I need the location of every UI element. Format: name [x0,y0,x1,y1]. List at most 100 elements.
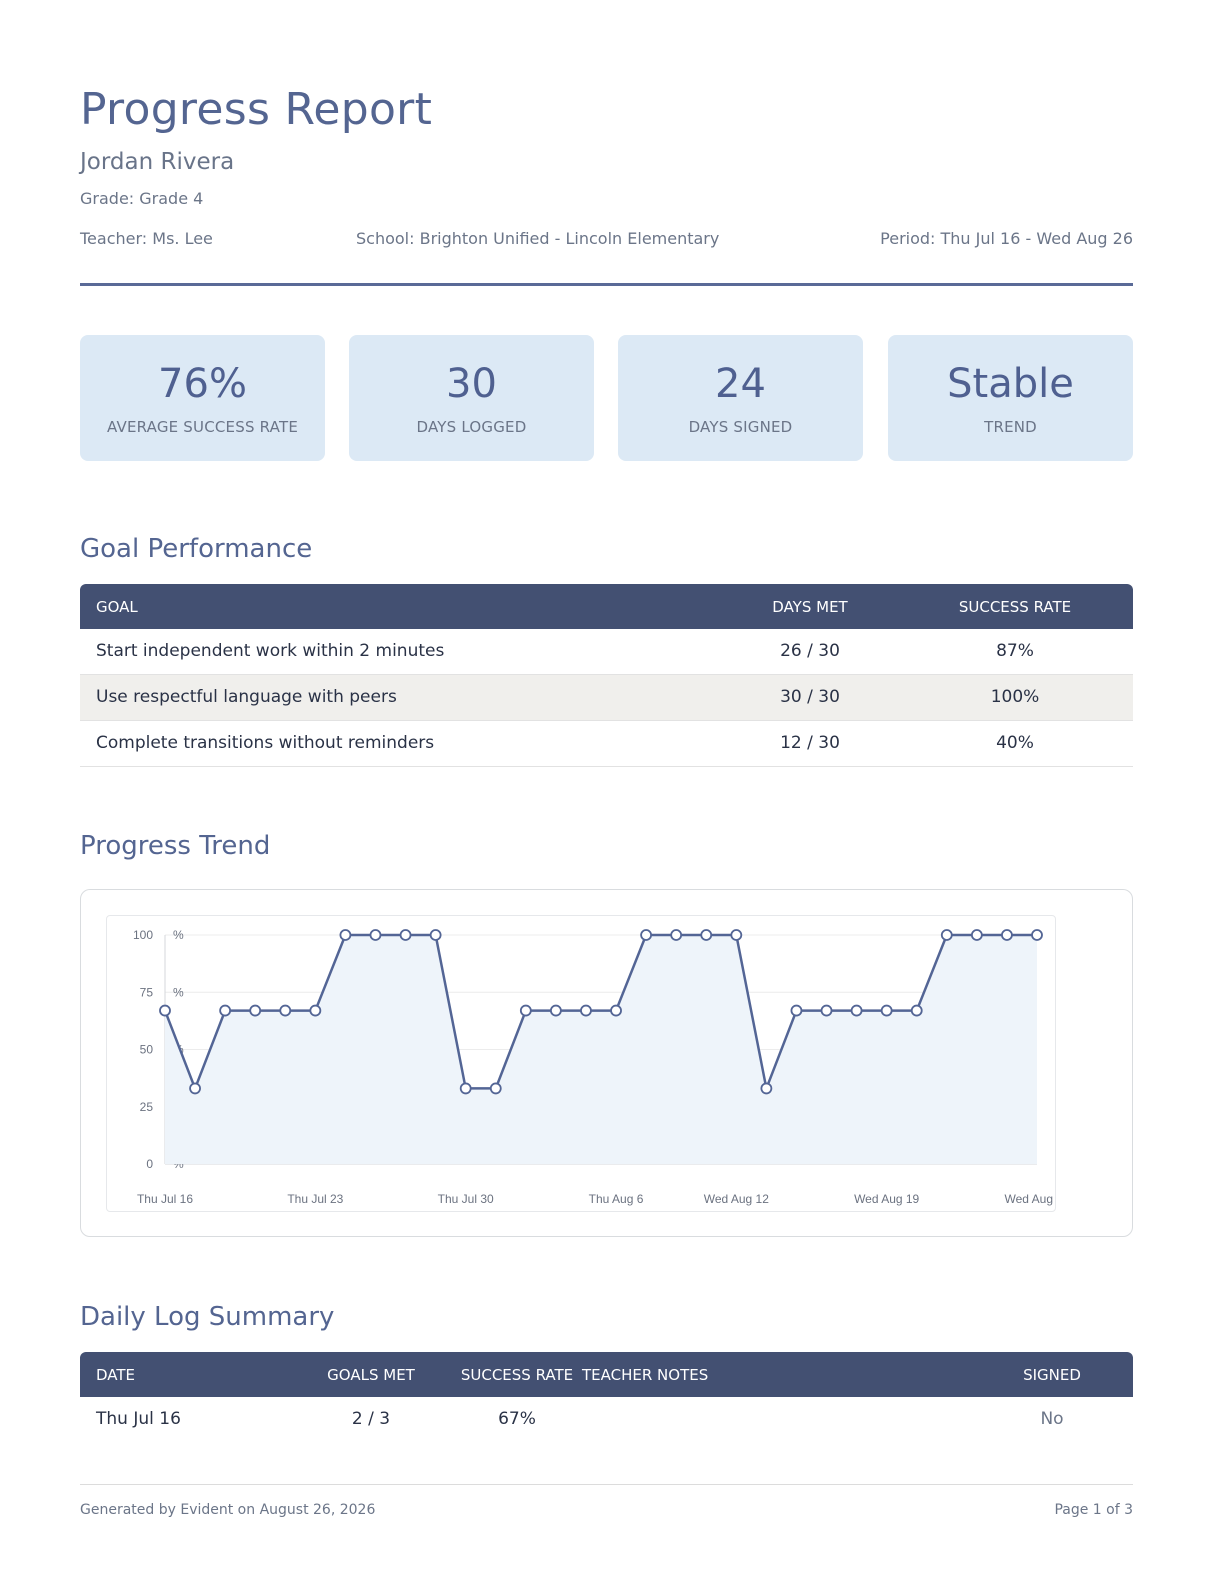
table-header: GOAL DAYS MET SUCCESS RATE [80,584,1133,629]
data-point [700,929,713,941]
goal-cell: Use respectful language with peers [96,687,397,707]
data-point [1031,929,1043,941]
data-point [850,1004,863,1017]
goals-met-cell: 2 / 3 [351,1409,391,1429]
success-rate-cell: 40% [996,733,1034,753]
card-value: 24 [715,361,766,407]
column-header: SIGNED [1023,1366,1081,1384]
data-point [279,1004,292,1017]
days-met-cell: 26 / 30 [780,641,840,661]
signed-cell: No [1040,1409,1064,1429]
column-header: DAYS MET [772,598,848,616]
data-point [249,1004,262,1017]
data-point [880,1004,893,1017]
days-met-cell: 12 / 30 [780,733,840,753]
success-rate-cell: 100% [990,687,1040,707]
summary-card-days-logged: 30 DAYS LOGGED [349,335,594,461]
data-point [429,929,442,941]
card-label: AVERAGE SUCCESS RATE [106,418,298,436]
column-header: GOALS MET [327,1366,415,1384]
data-point [219,1004,232,1017]
date-cell: Thu Jul 16 [96,1409,181,1429]
column-header: TEACHER NOTES [582,1366,709,1384]
x-tick-label: Wed Aug 19 [854,1192,919,1206]
column-header: SUCCESS RATE [460,1366,574,1384]
data-point [369,929,382,941]
data-point [670,929,683,941]
data-point [970,929,983,941]
summary-card-days-signed: 24 DAYS SIGNED [618,335,863,461]
daily-log-table: DATE GOALS MET SUCCESS RATE TEACHER NOTE… [80,1352,1133,1442]
footer-generated: Generated by Evident on August 26, 2026 [80,1502,376,1518]
summary-card-trend: Stable TREND [888,335,1133,461]
success-rate-cell: 87% [996,641,1034,661]
data-point [489,1082,502,1095]
column-header: SUCCESS RATE [958,598,1072,616]
x-tick-label: Wed Aug 12 [704,1192,769,1206]
data-point [549,1004,562,1017]
student-grade: Grade: Grade 4 [80,189,204,208]
period-info: Period: Thu Jul 16 - Wed Aug 26 [880,229,1133,248]
card-label: DAYS LOGGED [416,418,527,436]
daily-log-title: Daily Log Summary [80,1302,335,1332]
table-row: Thu Jul 16 2 / 3 67% No [80,1397,1133,1442]
data-point [580,1004,592,1017]
data-point [309,1004,322,1017]
table-header: DATE GOALS MET SUCCESS RATE TEACHER NOTE… [80,1352,1133,1397]
data-point [940,929,953,941]
footer-divider [80,1484,1133,1485]
card-label: DAYS SIGNED [688,418,793,436]
days-met-cell: 30 / 30 [780,687,840,707]
trend-area [165,935,1037,1164]
y-tick-unit: % [173,928,184,942]
data-point [459,1082,472,1095]
data-point [159,1004,171,1017]
data-point [640,929,653,941]
table-row: Complete transitions without reminders 1… [80,721,1133,767]
footer-page-number: Page 1 of 3 [1054,1502,1133,1518]
data-point [790,1004,803,1017]
x-tick-label: Thu Jul 30 [438,1192,494,1206]
card-value: Stable [947,361,1074,407]
goal-cell: Start independent work within 2 minutes [96,641,445,661]
goal-performance-table: GOAL DAYS MET SUCCESS RATE Start indepen… [80,584,1133,767]
y-tick-label: 100 [133,928,153,942]
goal-performance-title: Goal Performance [80,534,313,564]
data-point [910,1004,923,1017]
summary-card-success-rate: 76% AVERAGE SUCCESS RATE [80,335,325,461]
data-point [339,929,352,941]
data-point [760,1082,773,1095]
header-divider [80,283,1133,286]
y-tick-label: 50 [140,1043,154,1057]
column-header: DATE [96,1366,136,1384]
data-point [730,929,743,941]
goal-cell: Complete transitions without reminders [96,733,435,753]
data-point [399,929,412,941]
column-header: GOAL [96,598,138,616]
card-label: TREND [984,418,1037,436]
x-tick-label: Wed Aug [1005,1192,1053,1206]
success-rate-cell: 67% [498,1409,536,1429]
table-row: Use respectful language with peers 30 / … [80,675,1133,721]
teacher-info: Teacher: Ms. Lee [80,229,213,248]
card-value: 76% [158,361,247,407]
data-point [519,1004,532,1017]
data-point [1001,929,1013,941]
data-point [820,1004,833,1017]
progress-trend-title: Progress Trend [80,831,271,861]
report-meta: Teacher: Ms. Lee School: Brighton Unifie… [80,229,1133,251]
page-title: Progress Report [80,84,433,135]
card-value: 30 [446,361,497,407]
x-tick-label: Thu Jul 16 [137,1192,193,1206]
data-point [610,1004,622,1017]
student-name: Jordan Rivera [80,149,235,175]
y-tick-label: 25 [140,1100,154,1114]
summary-cards: 76% AVERAGE SUCCESS RATE 30 DAYS LOGGED … [80,335,1133,461]
y-tick-label: 75 [140,985,154,999]
x-tick-label: Thu Jul 23 [287,1192,343,1206]
data-point [189,1082,201,1095]
school-info: School: Brighton Unified - Lincoln Eleme… [356,229,720,248]
